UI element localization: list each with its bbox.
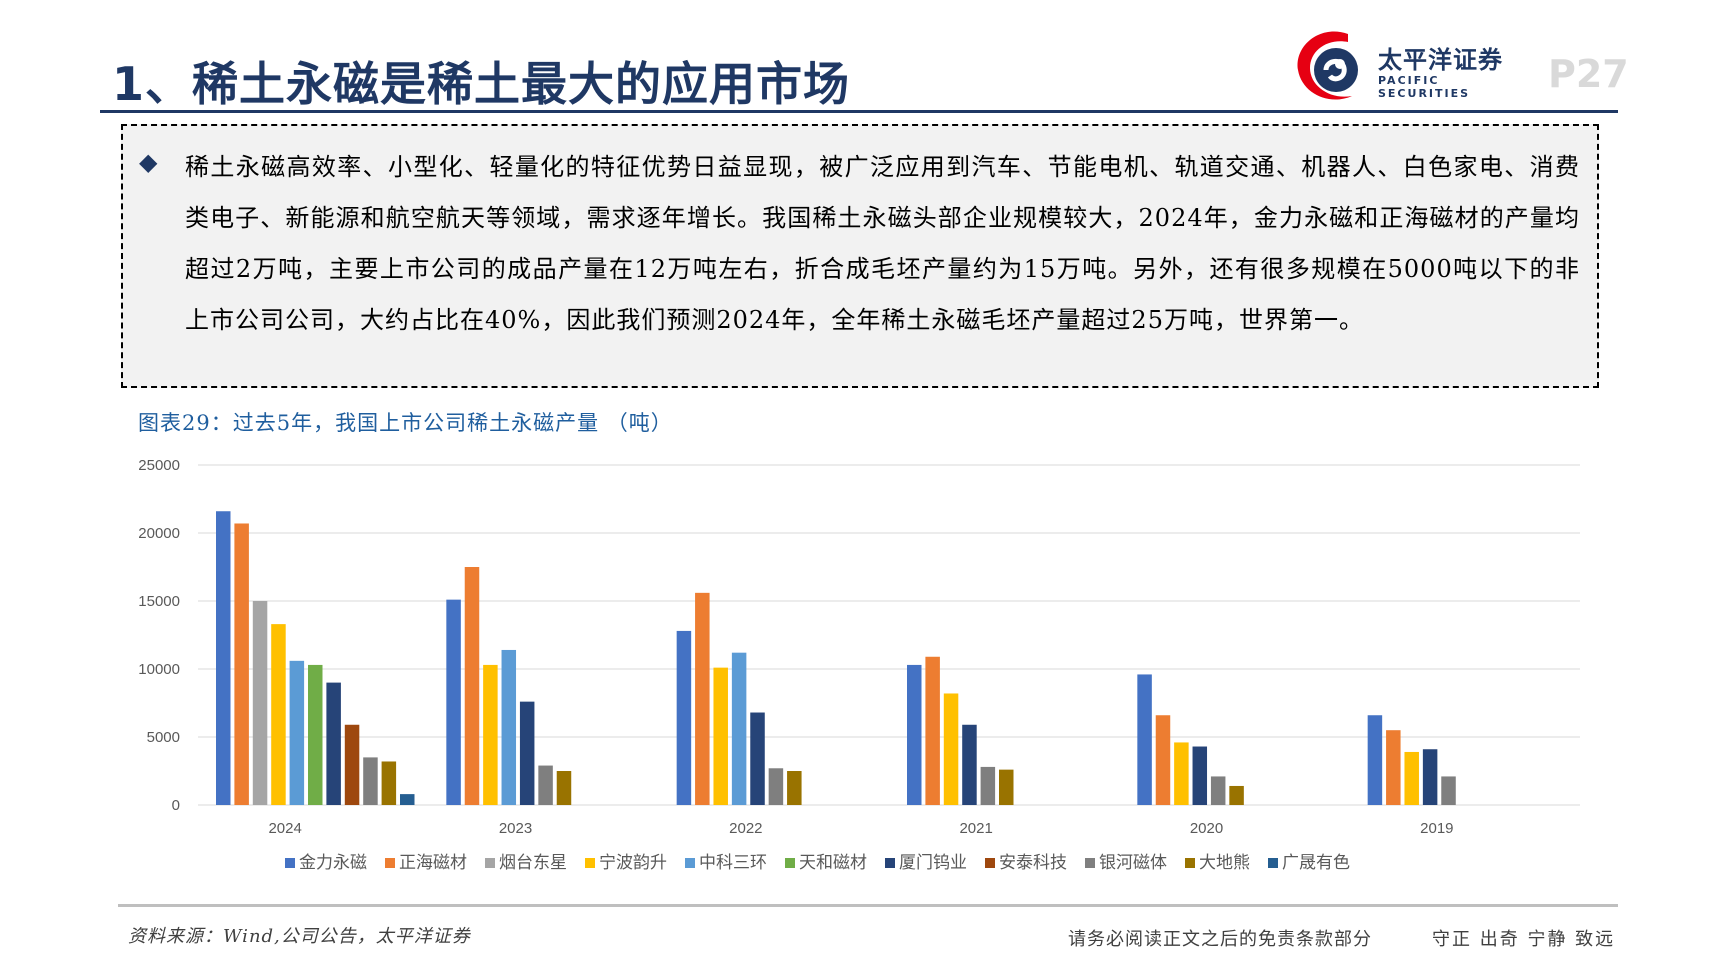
bar [731,652,747,805]
summary-box: ◆ 稀土永磁高效率、小型化、轻量化的特征优势日益显现，被广泛应用到汽车、节能电机… [121,124,1599,388]
bar [1155,715,1171,805]
logo-chinese-name: 太平洋证券 [1378,46,1503,74]
legend-label: 烟台东星 [499,853,567,873]
legend-label: 金力永磁 [299,853,367,873]
bar [446,599,461,805]
bar [1174,742,1189,805]
bar [519,701,535,805]
legend-swatch [1085,858,1095,868]
legend-swatch [285,858,295,868]
x-tick-label: 2021 [959,820,992,837]
legend-label: 广晟有色 [1282,853,1350,873]
x-tick-label: 2023 [499,820,532,837]
bar [326,682,341,805]
chart-caption: 图表29：过去5年，我国上市公司稀土永磁产量 （吨） [138,411,673,435]
disclaimer-text: 请务必阅读正文之后的免责条款部分 [1068,929,1372,950]
bar [787,771,802,805]
bar [1422,749,1438,805]
y-tick-label: 10000 [138,661,180,678]
bar [464,567,480,805]
bar [381,761,397,805]
bar [1367,715,1383,805]
bar [713,667,728,805]
y-tick-label: 20000 [138,525,180,542]
page-number: P27 [1548,52,1629,96]
bar-chart: 0 5000 10000 15000 20000 25000 2024 2023 2022 202… [138,457,1580,873]
bar [1210,776,1226,805]
bar [483,664,498,805]
bar [556,771,572,805]
bar [400,794,415,805]
y-tick-label: 5000 [147,729,180,746]
legend-label: 正海磁材 [399,853,467,873]
legend-label: 宁波韵升 [599,853,667,873]
bar [252,601,268,805]
bullet-diamond-icon: ◆ [139,148,158,176]
source-note: 资料来源：Wind,公司公告，太平洋证券 [128,926,471,947]
bar [676,630,692,805]
bar [999,769,1014,805]
x-tick-label: 2024 [268,820,301,837]
bar [234,523,249,805]
legend-label: 安泰科技 [999,853,1067,873]
bar [1386,730,1401,805]
legend-swatch [585,858,595,868]
legend-label: 大地熊 [1199,853,1250,873]
x-tick-label: 2019 [1420,820,1453,837]
legend-label: 中科三环 [699,853,767,873]
legend-swatch [1185,858,1195,868]
legend-swatch [985,858,995,868]
bar [538,765,553,805]
bar [980,766,996,805]
bar [271,624,286,805]
bar [768,768,784,805]
legend-swatch [485,858,495,868]
bar [925,656,940,805]
bar [943,693,959,805]
bar [344,724,360,805]
summary-paragraph: 稀土永磁高效率、小型化、轻量化的特征优势日益显现，被广泛应用到汽车、节能电机、轨… [185,153,1580,334]
bar [695,592,710,805]
y-tick-label: 15000 [138,593,180,610]
bar [1229,785,1244,805]
bar [308,664,323,805]
legend-swatch [1268,858,1278,868]
footer-divider [118,904,1618,907]
bar [1137,674,1152,805]
bar [501,649,517,805]
logo-mark-icon [1297,31,1358,100]
legend-swatch [385,858,395,868]
bar [962,724,977,805]
bar [1441,776,1456,805]
legend-swatch [685,858,695,868]
bar [1192,746,1208,805]
x-tick-label: 2020 [1190,820,1223,837]
bar [907,664,922,805]
company-logo: 太平洋证券 PACIFIC SECURITIES [1290,18,1530,108]
bar [216,511,231,805]
title-divider [100,110,1618,113]
logo-english-name: PACIFIC SECURITIES [1378,74,1471,100]
bar [289,660,305,805]
x-tick-label: 2022 [729,820,762,837]
bar [1404,751,1419,805]
legend-label: 银河磁体 [1099,853,1167,873]
legend-swatch [885,858,895,868]
y-tick-label: 0 [172,797,180,814]
bar [750,712,765,805]
page-title: 1、稀土永磁是稀土最大的应用市场 [112,57,851,111]
company-slogan: 守正 出奇 宁静 致远 [1432,929,1616,950]
legend-swatch [785,858,795,868]
bar [363,757,378,805]
legend-label: 天和磁材 [799,853,867,873]
legend-label: 厦门钨业 [899,853,967,873]
y-tick-label: 25000 [138,457,180,474]
